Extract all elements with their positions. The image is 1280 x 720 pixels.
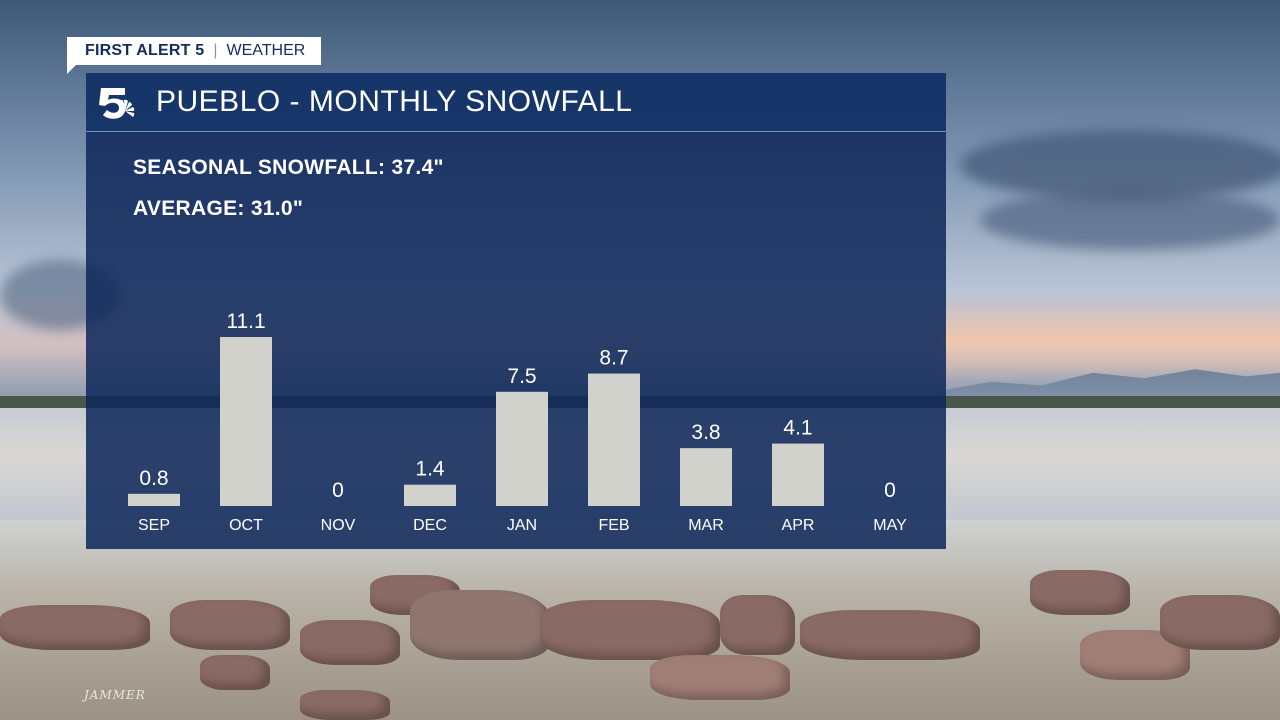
channel-5-peacock-logo-icon: [99, 88, 135, 119]
rock: [720, 595, 795, 655]
month-label-mar: MAR: [688, 517, 724, 534]
panel-header: PUEBLO - MONTHLY SNOWFALL: [86, 73, 946, 132]
bar-oct: [220, 337, 272, 506]
bar-feb: [588, 373, 640, 506]
value-label-mar: 3.8: [691, 421, 720, 444]
snowfall-panel: PUEBLO - MONTHLY SNOWFALL SEASONAL SNOWF…: [86, 73, 946, 549]
rock: [410, 590, 550, 660]
chart-title: PUEBLO - MONTHLY SNOWFALL: [156, 85, 633, 118]
rock: [540, 600, 720, 660]
rock: [800, 610, 980, 660]
month-label-apr: APR: [782, 517, 815, 534]
value-label-apr: 4.1: [783, 417, 812, 440]
bar-mar: [680, 448, 732, 506]
month-label-sep: SEP: [138, 517, 170, 534]
brand-section: WEATHER: [226, 42, 306, 59]
rock: [650, 655, 790, 700]
seasonal-snowfall-total: SEASONAL SNOWFALL: 37.4": [133, 156, 444, 179]
rock: [300, 620, 400, 665]
month-label-nov: NOV: [321, 517, 356, 534]
value-label-feb: 8.7: [599, 347, 628, 370]
value-label-may: 0: [884, 479, 896, 502]
rock: [170, 600, 290, 650]
cloud: [980, 190, 1280, 250]
sunset-glow: [940, 300, 1280, 380]
bar-apr: [772, 443, 824, 506]
bar-jan: [496, 391, 548, 506]
snowfall-bar-chart: 0.8 SEP 11.1 OCT 0 NOV 1.4 DEC 7.5 JAN 8.7 FEB 3.8 MA…: [128, 310, 907, 534]
average-snowfall: AVERAGE: 31.0": [133, 197, 304, 220]
photo-credit: JAMMER: [84, 688, 146, 702]
value-label-dec: 1.4: [415, 458, 445, 481]
rock: [300, 690, 390, 720]
bar-sep: [128, 493, 180, 506]
brand-name: FIRST ALERT 5: [85, 42, 205, 59]
month-label-oct: OCT: [229, 517, 263, 534]
month-label-dec: DEC: [413, 517, 447, 534]
value-label-nov: 0: [332, 479, 344, 502]
brand-separator: |: [213, 42, 218, 59]
month-label-jan: JAN: [507, 517, 537, 534]
value-label-sep: 0.8: [139, 467, 168, 490]
rock: [1030, 570, 1130, 615]
rock: [0, 605, 150, 650]
bar-dec: [404, 484, 456, 506]
rock: [1160, 595, 1280, 650]
brand-tag: FIRST ALERT 5 | WEATHER: [67, 37, 322, 65]
value-label-oct: 11.1: [226, 310, 265, 333]
rock: [200, 655, 270, 690]
cloud: [960, 130, 1280, 200]
brand-tag-tail: [67, 64, 77, 74]
month-label-feb: FEB: [598, 517, 629, 534]
month-label-may: MAY: [873, 517, 907, 534]
value-label-jan: 7.5: [507, 365, 536, 388]
